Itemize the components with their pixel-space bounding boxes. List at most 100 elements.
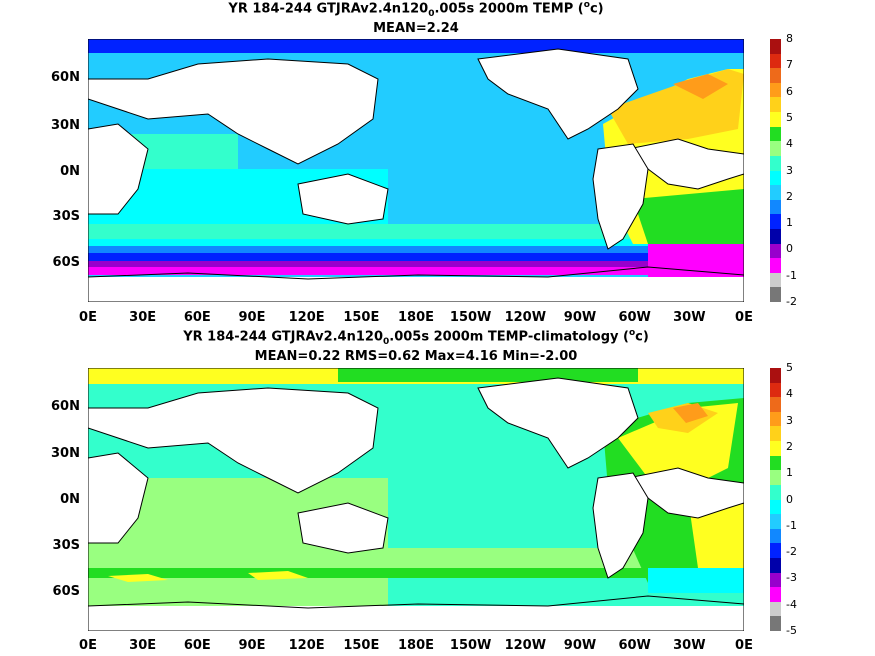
p1-ytick-0n: 0N: [60, 164, 80, 179]
p2-south-america: [592, 472, 649, 579]
p1-colorbar-cell: [770, 68, 781, 84]
panel1-title-sub: 0: [428, 8, 435, 19]
p2-colorbar-cell: [770, 411, 781, 427]
panel2-title: YR 184-244 GTJRAv2.4n1200.005s 2000m TEM…: [88, 326, 744, 350]
p1-south-america: [592, 143, 649, 250]
panel2-map-svg: [88, 368, 744, 631]
p1-xtick-5: 150E: [343, 310, 380, 325]
p2-colorbar-cell: [770, 587, 781, 603]
p2-atlantic-yellow: [618, 403, 738, 488]
p1-colorbar-label: 2: [786, 189, 793, 203]
p1-xtick-6: 180E: [397, 310, 435, 325]
p1-australia: [297, 173, 389, 225]
p1-colorbar-label: 3: [786, 163, 793, 177]
p2-xtick-6: 180E: [397, 638, 435, 653]
p2-australia: [297, 502, 389, 554]
p2-africa-west: [626, 467, 744, 519]
p2-colorbar-cell: [770, 514, 781, 530]
p1-colorbar-cell: [770, 82, 781, 98]
p1-colorbar-label: 1: [786, 216, 793, 230]
p2-colorbar-cell: [770, 499, 781, 515]
panel1-title-end: c): [589, 1, 604, 17]
p1-weddell: [648, 244, 744, 279]
p1-colorbar-cell: [770, 214, 781, 230]
p2-south-yellow2: [248, 571, 308, 580]
p2-colorbar: [770, 368, 781, 632]
p2-ytick-0n: 0N: [60, 492, 80, 507]
p2-colorbar-cell: [770, 397, 781, 413]
p1-colorbar-cell: [770, 199, 781, 215]
p1-south-band5: [88, 261, 744, 271]
panel1-title-sup: o: [583, 0, 590, 10]
p2-colorbar-cell: [770, 543, 781, 559]
p2-xtick-0: 0E: [79, 638, 97, 653]
p1-colorbar-label: 7: [786, 58, 793, 72]
p2-xtick-2: 60E: [183, 638, 211, 653]
p2-south-band2: [88, 568, 744, 578]
p1-ytick-60n: 60N: [51, 70, 80, 85]
panel1-title-rest: .005s 2000m TEMP (: [434, 1, 584, 17]
panel1-map: [88, 39, 744, 302]
p2-xtick-11: 30W: [673, 638, 706, 653]
p1-north-america: [477, 48, 639, 140]
p1-south-band6: [88, 267, 744, 275]
p2-colorbar-cell: [770, 557, 781, 574]
p1-colorbar-label: 0: [786, 242, 793, 256]
p2-antarctica: [88, 606, 744, 631]
p2-colorbar-cell: [770, 616, 781, 632]
p2-colorbar-cell: [770, 470, 781, 486]
panel2-stats: MEAN=0.22 RMS=0.62 Max=4.16 Min=-2.00: [254, 349, 578, 364]
p1-ytick-60s: 60S: [52, 255, 80, 270]
p1-atlantic-orange: [673, 74, 728, 99]
p1-xtick-12: 0E: [735, 310, 753, 325]
p1-xtick-9: 90W: [563, 310, 597, 325]
p1-colorbar-label: 5: [786, 110, 793, 124]
p2-colorbar-label: -5: [786, 624, 797, 637]
p1-colorbar-cell: [770, 112, 781, 128]
panel2-title-rest: .005s 2000m TEMP-climatology (: [389, 329, 629, 345]
p2-arctic-green: [338, 368, 638, 382]
p2-north-america: [477, 377, 639, 469]
p2-colorbar-label: 0: [786, 492, 793, 506]
p1-colorbar-cell: [770, 185, 781, 201]
panel2-map: [88, 368, 744, 631]
p1-colorbar-cell: [770, 97, 781, 113]
p2-ytick-30s: 30S: [52, 538, 80, 553]
panel2-title-sup: o: [628, 328, 636, 338]
p1-xtick-1: 30E: [129, 310, 157, 325]
p2-colorbar-label: -1: [786, 518, 797, 532]
p1-colorbar-cell: [770, 272, 781, 288]
p2-xtick-10: 60W: [618, 638, 651, 653]
p1-xtick-4: 120E: [288, 310, 325, 325]
p2-ytick-60s: 60S: [52, 584, 80, 599]
p2-ytick-60n: 60N: [51, 399, 80, 414]
p2-xtick-7: 150W: [449, 638, 492, 653]
p1-xtick-0: 0E: [79, 310, 97, 325]
p1-colorbar-label: 4: [786, 137, 793, 151]
p2-colorbar-label: -4: [786, 597, 797, 611]
panel2-title-end: c): [635, 329, 649, 345]
panel2-title-sub: 0: [383, 336, 390, 347]
p2-ytick-30n: 30N: [51, 446, 80, 461]
p1-xtick-10: 60W: [618, 310, 651, 325]
p1-colorbar-cell: [770, 243, 781, 259]
p2-antarctica-coast: [88, 595, 744, 609]
p1-antarctica-coast: [88, 266, 744, 280]
p2-xtick-1: 30E: [129, 638, 157, 653]
p1-colorbar-label: -2: [786, 295, 797, 308]
p2-eurasia: [88, 387, 379, 494]
p1-colorbar: [770, 39, 781, 303]
p2-colorbar-cell: [770, 484, 781, 500]
p2-xtick-8: 120W: [504, 638, 547, 653]
p2-colorbar-label: 5: [786, 361, 793, 374]
p2-colorbar-cell: [770, 368, 781, 384]
p1-colorbar-cell: [770, 258, 781, 274]
p1-colorbar-cell: [770, 287, 781, 303]
p1-colorbar-label: -1: [786, 268, 797, 282]
p1-colorbar-label: 6: [786, 84, 793, 98]
p2-colorbar-label: 2: [786, 439, 793, 453]
p2-xtick-5: 150E: [343, 638, 380, 653]
p1-colorbar-cell: [770, 126, 781, 142]
p1-arctic-band: [88, 39, 744, 53]
p1-xtick-7: 150W: [449, 310, 492, 325]
